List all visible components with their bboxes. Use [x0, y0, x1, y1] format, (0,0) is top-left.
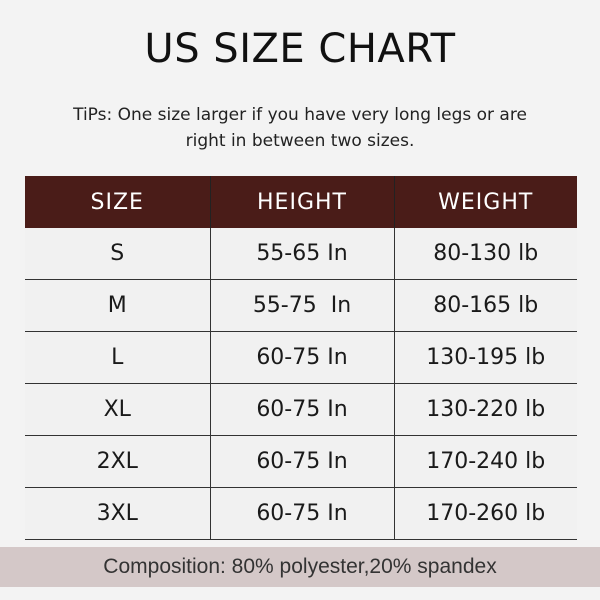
- header-weight: WEIGHT: [393, 176, 577, 228]
- size-table: SIZE HEIGHT WEIGHT S 55-65 In 80-130 lb M 55…: [25, 176, 577, 540]
- cell-size: L: [25, 331, 210, 384]
- table-row: S 55-65 In 80-130 lb: [25, 228, 577, 280]
- cell-size: XL: [25, 383, 210, 436]
- tips-line: TiPs: One size larger if you have very l…: [73, 105, 527, 125]
- cell-height: 60-75 In: [209, 435, 394, 488]
- cell-weight: 170-260 lb: [393, 487, 577, 540]
- cell-height: 55-75 In: [209, 279, 394, 332]
- cell-size: S: [25, 228, 210, 280]
- header-height: HEIGHT: [209, 176, 394, 228]
- tips-text: TiPs: One size larger if you have very l…: [60, 102, 540, 154]
- cell-weight: 80-130 lb: [393, 228, 577, 280]
- cell-height: 60-75 In: [209, 331, 394, 384]
- cell-weight: 130-220 lb: [393, 383, 577, 436]
- table-row: L 60-75 In 130-195 lb: [25, 331, 577, 384]
- composition-note: Composition: 80% polyester,20% spandex: [0, 547, 600, 587]
- cell-height: 55-65 In: [209, 228, 394, 280]
- table-row: 2XL 60-75 In 170-240 lb: [25, 435, 577, 488]
- cell-height: 60-75 In: [209, 383, 394, 436]
- cell-size: M: [25, 279, 210, 332]
- cell-size: 3XL: [25, 487, 210, 540]
- table-row: 3XL 60-75 In 170-260 lb: [25, 487, 577, 540]
- tips-line: right in between two sizes.: [185, 131, 415, 151]
- cell-size: 2XL: [25, 435, 210, 488]
- table-row: M 55-75 In 80-165 lb: [25, 279, 577, 332]
- header-size: SIZE: [25, 176, 210, 228]
- table-row: XL 60-75 In 130-220 lb: [25, 383, 577, 436]
- table-header-row: SIZE HEIGHT WEIGHT: [25, 176, 577, 228]
- page-title: US SIZE CHART: [144, 26, 456, 72]
- cell-height: 60-75 In: [209, 487, 394, 540]
- cell-weight: 80-165 lb: [393, 279, 577, 332]
- cell-weight: 170-240 lb: [393, 435, 577, 488]
- cell-weight: 130-195 lb: [393, 331, 577, 384]
